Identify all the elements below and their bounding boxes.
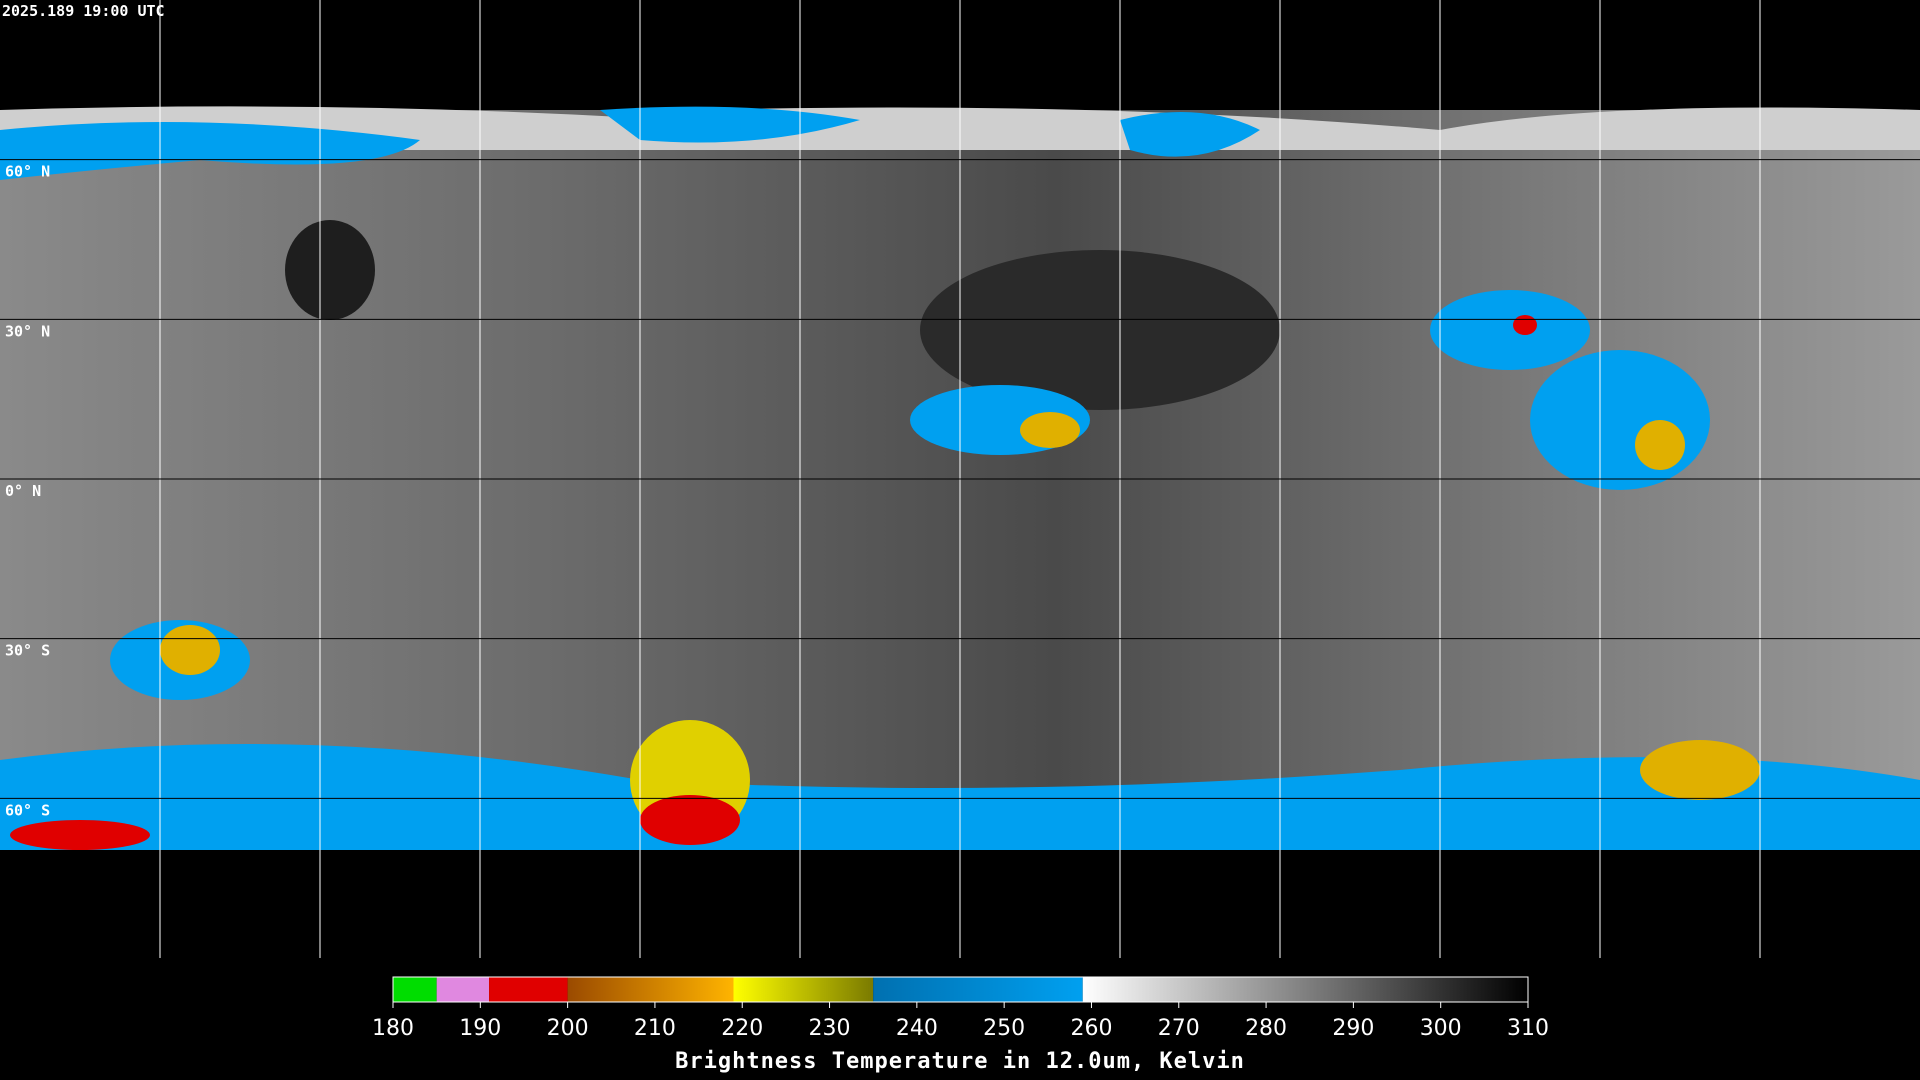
tick-label: 180	[372, 1016, 414, 1041]
colorbar-segment	[567, 977, 734, 1002]
tick-label: 300	[1420, 1016, 1462, 1041]
colorbar-segment	[1082, 977, 1528, 1002]
colorbar-segment	[436, 977, 490, 1002]
lat-label: 60° S	[5, 801, 50, 819]
colorbar-segment	[393, 977, 437, 1002]
tick-label: 270	[1158, 1016, 1200, 1041]
tick-label: 190	[459, 1016, 501, 1041]
colorbar-frame	[392, 976, 1529, 1003]
tick-label: 280	[1245, 1016, 1287, 1041]
dark-region	[920, 250, 1280, 410]
tick-label: 230	[809, 1016, 851, 1041]
tick-label: 260	[1070, 1016, 1112, 1041]
lat-label: 30° S	[5, 642, 50, 660]
tick-label: 210	[634, 1016, 676, 1041]
tick-label: 200	[547, 1016, 589, 1041]
colorbar-segment	[873, 977, 1083, 1002]
timestamp: 2025.189 19:00 UTC	[2, 2, 165, 20]
graticule	[159, 0, 1761, 958]
dark-region	[285, 220, 375, 320]
tick-label: 290	[1332, 1016, 1374, 1041]
colorbar-title: Brightness Temperature in 12.0um, Kelvin	[675, 1049, 1245, 1074]
lat-label: 0° N	[5, 482, 41, 500]
tick-label: 220	[721, 1016, 763, 1041]
tick-label: 310	[1507, 1016, 1549, 1041]
colorbar-segment	[489, 977, 568, 1002]
lat-label: 60° N	[5, 163, 50, 181]
colorbar-segment	[733, 977, 874, 1002]
tick-label: 240	[896, 1016, 938, 1041]
lat-label: 30° N	[5, 322, 50, 340]
tick-label: 250	[983, 1016, 1025, 1041]
colorbar: 180 190 200 210 220 230 240 250 260 270 280 290 300 3…	[372, 976, 1549, 1041]
lat-labels: 60° N 30° N 0° N 30° S 60° S	[5, 163, 50, 820]
